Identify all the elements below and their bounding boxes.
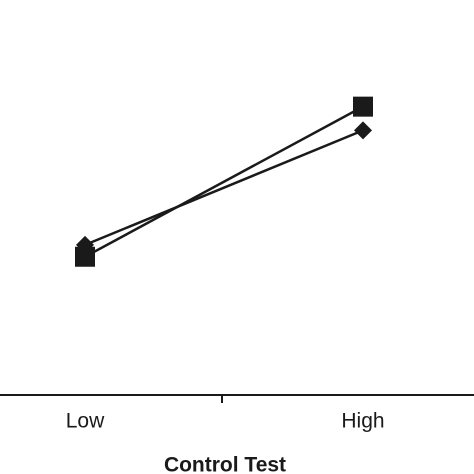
marker <box>75 246 95 267</box>
marker <box>76 235 94 254</box>
x-axis-label: Control Test <box>164 454 286 474</box>
series-line <box>84 129 364 247</box>
x-tick-label: Low <box>66 410 105 433</box>
series-line <box>84 105 364 258</box>
x-tick-label: High <box>341 410 384 433</box>
marker <box>354 121 372 140</box>
marker <box>353 96 373 117</box>
